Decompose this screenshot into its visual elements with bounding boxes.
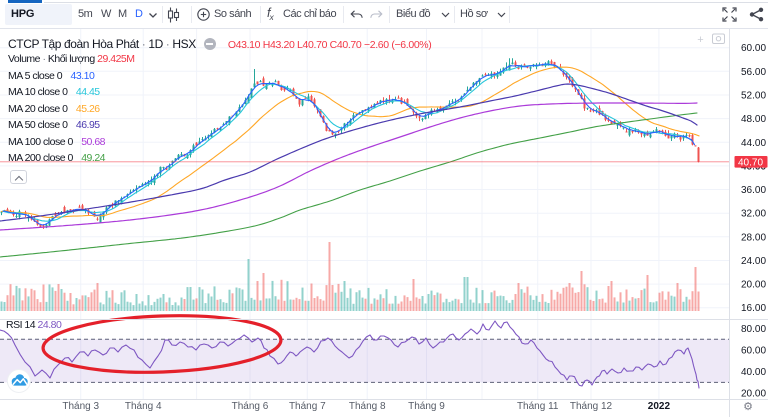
svg-text:Tháng 6: Tháng 6 — [232, 401, 269, 412]
svg-text:60.00: 60.00 — [741, 43, 766, 54]
svg-text:44.00: 44.00 — [741, 138, 766, 149]
svg-text:Tháng 8: Tháng 8 — [349, 401, 386, 412]
svg-text:⚙: ⚙ — [743, 401, 753, 413]
svg-text:56.00: 56.00 — [741, 67, 766, 78]
svg-text:20.00: 20.00 — [741, 389, 766, 400]
svg-text:Tháng 12: Tháng 12 — [570, 401, 613, 412]
svg-text:32.00: 32.00 — [741, 209, 766, 220]
svg-text:28.00: 28.00 — [741, 232, 766, 243]
svg-text:Tháng 9: Tháng 9 — [408, 401, 445, 412]
svg-text:40.70: 40.70 — [738, 157, 763, 168]
svg-text:60.00: 60.00 — [741, 346, 766, 357]
svg-text:24.00: 24.00 — [741, 256, 766, 267]
svg-text:80.00: 80.00 — [741, 324, 766, 335]
svg-text:52.00: 52.00 — [741, 91, 766, 102]
svg-text:40.00: 40.00 — [741, 367, 766, 378]
svg-text:2022: 2022 — [648, 401, 671, 412]
svg-text:Tháng 3: Tháng 3 — [62, 401, 99, 412]
svg-text:36.00: 36.00 — [741, 185, 766, 196]
svg-text:48.00: 48.00 — [741, 114, 766, 125]
svg-text:16.00: 16.00 — [741, 303, 766, 314]
svg-text:20.00: 20.00 — [741, 280, 766, 291]
svg-text:Tháng 11: Tháng 11 — [517, 401, 559, 412]
svg-text:Tháng 4: Tháng 4 — [125, 401, 162, 412]
svg-text:+: + — [697, 34, 703, 46]
svg-text:Tháng 7: Tháng 7 — [289, 401, 326, 412]
